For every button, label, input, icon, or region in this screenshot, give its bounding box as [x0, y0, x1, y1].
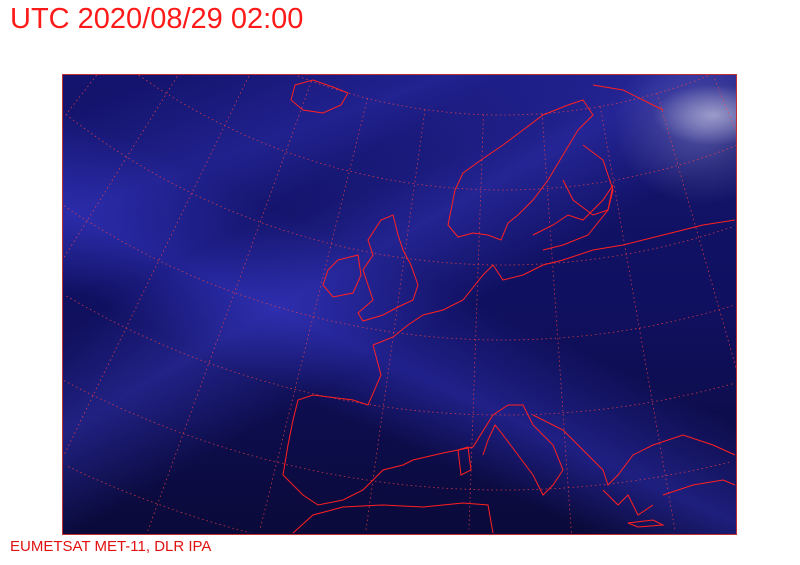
longitude-line [64, 76, 250, 454]
latitude-line [66, 295, 733, 416]
coastline-turkey [662, 479, 736, 496]
coastline-iceland [290, 79, 349, 114]
coastline-russia-north [592, 84, 664, 111]
latitude-line [63, 205, 733, 341]
coastline-gb [357, 214, 419, 322]
coastline-ireland [322, 254, 362, 298]
coastline-north-africa [292, 502, 494, 534]
coastline-sardinia [457, 446, 472, 476]
longitude-line [656, 93, 736, 368]
longitude-line [468, 114, 484, 530]
latitude-line [63, 380, 730, 491]
coastlines [282, 79, 736, 534]
longitude-line [714, 78, 736, 131]
latitude-line [68, 466, 251, 534]
coastline-italy [412, 404, 564, 496]
latitude-line [297, 75, 709, 116]
coastline-balkans [532, 414, 736, 486]
coastline-iberia [282, 344, 414, 506]
longitude-line [541, 113, 572, 533]
coastline-baltic [532, 184, 614, 251]
latitude-line [138, 75, 736, 191]
coastline-finland [562, 144, 614, 216]
map-overlay [63, 75, 736, 534]
timestamp-title: UTC 2020/08/29 02:00 [10, 3, 304, 35]
satellite-map [62, 74, 737, 535]
longitude-line [259, 98, 368, 531]
coastline-crete [627, 519, 665, 528]
coastline-greece [602, 489, 654, 516]
longitude-line [599, 106, 676, 531]
graticule [63, 75, 736, 534]
coastline-continent [372, 219, 736, 346]
longitude-line [365, 109, 426, 531]
longitude-line [65, 75, 97, 115]
longitude-line [63, 76, 178, 260]
image-credit: EUMETSAT MET-11, DLR IPA [10, 538, 212, 555]
latitude-line [65, 114, 735, 266]
coastline-scandinavia [447, 99, 594, 241]
